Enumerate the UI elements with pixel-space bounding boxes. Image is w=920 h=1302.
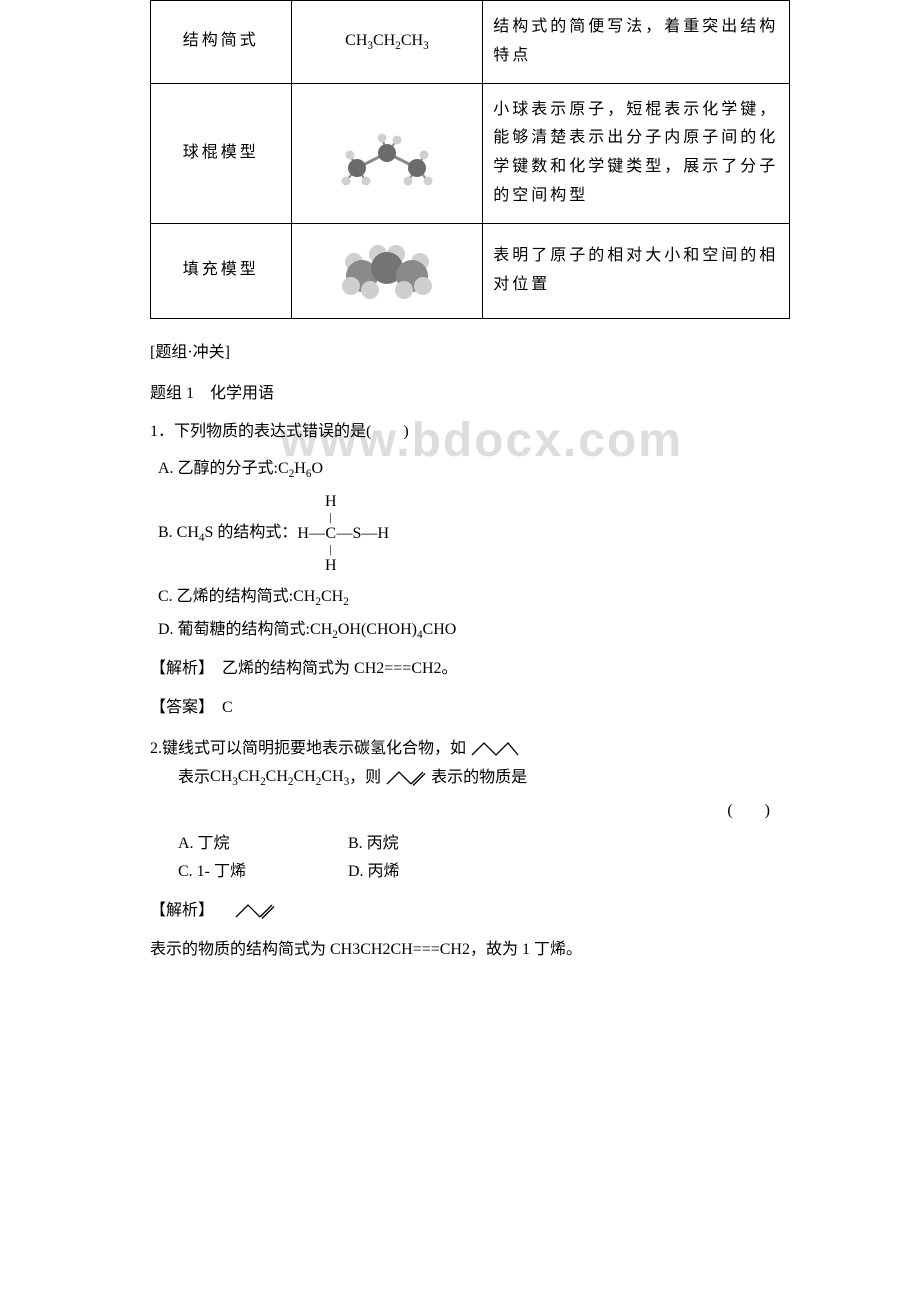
row3-example <box>291 223 483 318</box>
group1-title: 题组 1 化学用语 <box>150 380 790 409</box>
ch4s-structural-formula: H | H—C—S—H | H <box>297 493 389 576</box>
q2-pentane-formula: CH3CH2CH2CH2CH3 <box>210 763 349 792</box>
table-row: 填充模型 表明了原子的相对大小和空间的相对位置 <box>151 223 790 318</box>
question-1: www.bdocx.com 1．下列物质的表达式错误的是( ) <box>150 418 790 447</box>
question-2: 2. 键线式可以简明扼要地表示碳氢化合物，如 表示 CH3CH2CH2CH2CH… <box>150 735 790 888</box>
structure-table: 结构简式 CH3CH2CH3 结构式的简便写法，着重突出结构特点 球棍模型 <box>150 0 790 319</box>
butene-skeletal-icon-2 <box>234 902 276 920</box>
section-break: [题组·冲关] <box>150 339 790 368</box>
q1-option-c: C. 乙烯的结构简式:CH2CH2 <box>158 583 790 612</box>
butene-skeletal-icon <box>385 769 427 787</box>
row3-desc: 表明了原子的相对大小和空间的相对位置 <box>483 223 790 318</box>
q2-paren: ( ) <box>150 797 790 826</box>
q2-line2-mid: ，则 <box>349 764 381 793</box>
q1-option-a: A. 乙醇的分子式:C2H6O <box>158 455 790 484</box>
row1-example: CH3CH2CH3 <box>291 1 483 84</box>
q2-option-c: C. 1- 丁烯 <box>178 858 348 887</box>
q1-options: A. 乙醇的分子式:C2H6O B. CH4S 的结构式： H | H—C—S—… <box>158 455 790 645</box>
row1-desc: 结构式的简便写法，着重突出结构特点 <box>483 1 790 84</box>
q2-line1-text: 键线式可以简明扼要地表示碳氢化合物，如 <box>162 735 466 764</box>
q1-stem: 1．下列物质的表达式错误的是( ) <box>150 423 409 440</box>
q1-option-b: B. CH4S 的结构式： H | H—C—S—H | H <box>158 493 790 576</box>
q2-option-a: A. 丁烷 <box>178 830 348 859</box>
row2-desc: 小球表示原子，短棍表示化学键，能够清楚表示出分子内原子间的化学键数和化学键类型，… <box>483 83 790 223</box>
propane-condensed-formula: CH3CH2CH3 <box>345 32 428 49</box>
row2-name: 球棍模型 <box>151 83 292 223</box>
row2-example <box>291 83 483 223</box>
space-filling-model <box>332 236 442 306</box>
q2-line2-post: 表示的物质是 <box>431 764 527 793</box>
q2-options: A. 丁烷B. 丙烷 C. 1- 丁烯D. 丙烯 <box>150 830 790 888</box>
q2-analysis: 【解析】 <box>150 897 790 926</box>
table-row: 结构简式 CH3CH2CH3 结构式的简便写法，着重突出结构特点 <box>151 1 790 84</box>
q2-result: 表示的物质的结构简式为 CH3CH2CH===CH2，故为 1 丁烯。 <box>150 936 790 965</box>
ball-stick-model <box>332 113 442 193</box>
q2-option-d: D. 丙烯 <box>348 858 400 887</box>
q2-option-b: B. 丙烷 <box>348 830 399 859</box>
q1-option-d: D. 葡萄糖的结构简式:CH2OH(CHOH)4CHO <box>158 616 790 645</box>
q1-analysis: 【解析】 乙烯的结构简式为 CH2===CH2。 <box>150 655 790 684</box>
row3-name: 填充模型 <box>151 223 292 318</box>
table-row: 球棍模型 <box>151 83 790 223</box>
row1-name: 结构简式 <box>151 1 292 84</box>
q2-line2-pre: 表示 <box>178 764 210 793</box>
q1-answer: 【答案】 C <box>150 694 790 723</box>
q2-number: 2. <box>150 735 162 764</box>
pentane-skeletal-icon <box>470 740 520 758</box>
